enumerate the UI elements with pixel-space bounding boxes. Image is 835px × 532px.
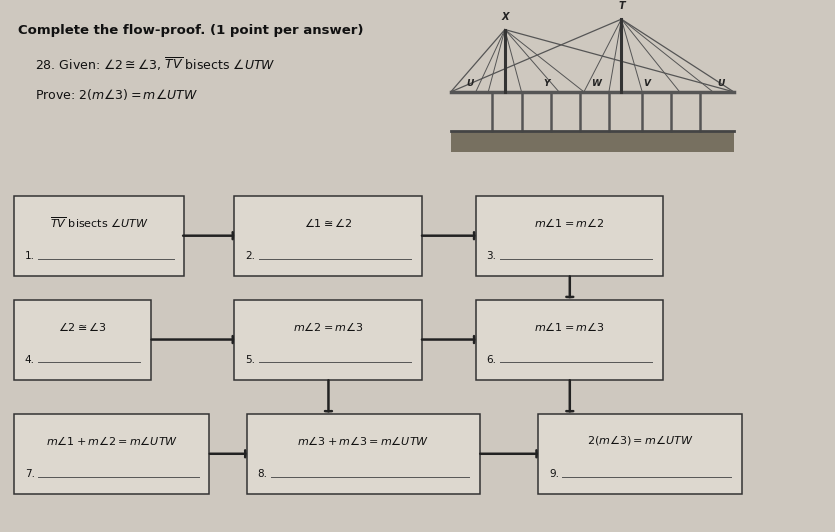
Text: $\overline{TV}$ bisects $\angle UTW$: $\overline{TV}$ bisects $\angle UTW$ [50, 215, 149, 230]
Text: $2(m\angle 3) = m\angle UTW$: $2(m\angle 3) = m\angle UTW$ [587, 434, 693, 447]
Text: 9.: 9. [549, 469, 559, 479]
Text: 28. Given: $\angle 2 \cong \angle 3$, $\overline{TV}$ bisects $\angle UTW$: 28. Given: $\angle 2 \cong \angle 3$, $\… [35, 55, 276, 72]
Text: Prove: $2(m\angle 3) = m\angle UTW$: Prove: $2(m\angle 3) = m\angle UTW$ [35, 87, 198, 102]
Text: 4.: 4. [25, 355, 35, 365]
Text: T: T [618, 2, 625, 11]
FancyBboxPatch shape [14, 300, 151, 380]
Text: $m\angle 1 + m\angle 2 = m\angle UTW$: $m\angle 1 + m\angle 2 = m\angle UTW$ [46, 434, 178, 447]
Text: 3.: 3. [487, 251, 497, 261]
Text: Complete the flow-proof. (1 point per answer): Complete the flow-proof. (1 point per an… [18, 24, 363, 37]
Text: $m\angle 1 = m\angle 3$: $m\angle 1 = m\angle 3$ [534, 320, 605, 332]
FancyBboxPatch shape [235, 196, 422, 276]
FancyBboxPatch shape [247, 414, 480, 494]
Text: 1.: 1. [25, 251, 35, 261]
Text: $m\angle 1 = m\angle 2$: $m\angle 1 = m\angle 2$ [534, 216, 605, 229]
FancyBboxPatch shape [476, 300, 663, 380]
FancyBboxPatch shape [235, 300, 422, 380]
Text: 7.: 7. [25, 469, 35, 479]
Text: $m\angle 3 + m\angle 3 = m\angle UTW$: $m\angle 3 + m\angle 3 = m\angle UTW$ [297, 434, 429, 447]
Text: U: U [466, 79, 473, 88]
Text: U: U [717, 79, 725, 88]
Text: $\angle 1 \cong \angle 2$: $\angle 1 \cong \angle 2$ [304, 216, 352, 229]
Text: $\angle 2 \cong \angle 3$: $\angle 2 \cong \angle 3$ [58, 320, 107, 332]
Text: 6.: 6. [487, 355, 497, 365]
Polygon shape [451, 131, 734, 152]
Text: 5.: 5. [245, 355, 256, 365]
FancyBboxPatch shape [14, 196, 185, 276]
FancyBboxPatch shape [476, 196, 663, 276]
Text: X: X [501, 12, 509, 22]
Text: Y: Y [544, 79, 549, 88]
Text: 2.: 2. [245, 251, 256, 261]
Text: W: W [591, 79, 601, 88]
Text: $m\angle 2 = m\angle 3$: $m\angle 2 = m\angle 3$ [293, 320, 363, 332]
Text: V: V [643, 79, 650, 88]
FancyBboxPatch shape [14, 414, 210, 494]
FancyBboxPatch shape [539, 414, 742, 494]
Text: 8.: 8. [258, 469, 268, 479]
